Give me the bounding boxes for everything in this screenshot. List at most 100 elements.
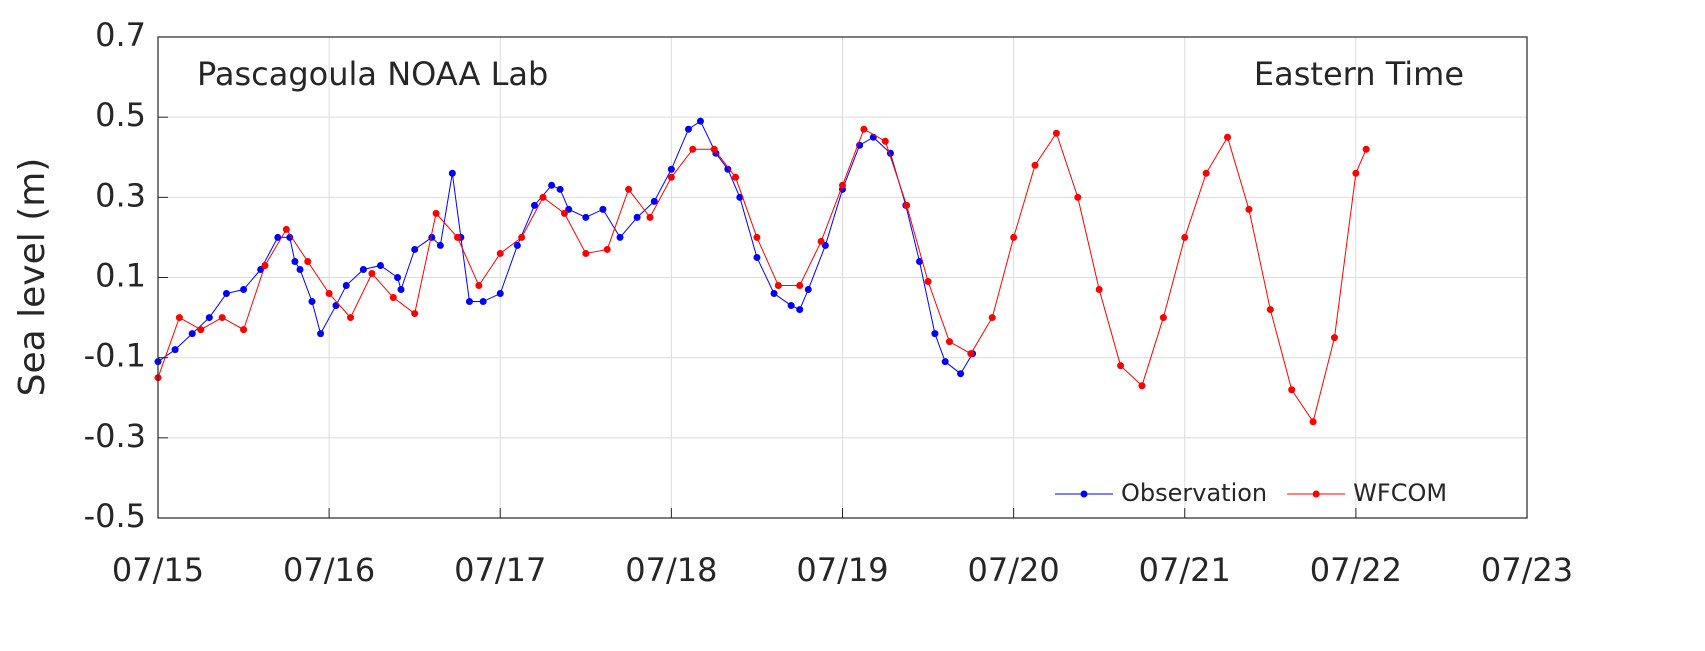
- data-point: [518, 233, 526, 241]
- data-point: [1159, 314, 1167, 322]
- data-point: [171, 346, 179, 354]
- x-tick-label: 07/19: [796, 551, 888, 589]
- data-point: [175, 314, 183, 322]
- data-point: [436, 241, 444, 249]
- data-point: [453, 233, 461, 241]
- data-point: [222, 290, 230, 298]
- y-tick-label: 0.5: [95, 96, 146, 134]
- data-point: [286, 233, 294, 241]
- data-point: [560, 209, 568, 217]
- data-point: [317, 330, 325, 338]
- data-point: [753, 233, 761, 241]
- data-point: [188, 330, 196, 338]
- legend: Observation WFCOM: [1055, 479, 1447, 507]
- data-point: [1052, 129, 1060, 137]
- data-point: [394, 274, 402, 281]
- data-point: [646, 213, 654, 221]
- x-tick-label: 07/17: [454, 551, 546, 589]
- data-point: [616, 233, 624, 241]
- data-point: [988, 314, 996, 322]
- x-tick-label: 07/21: [1139, 551, 1231, 589]
- data-point: [1117, 362, 1125, 370]
- data-point: [548, 181, 556, 189]
- annotation: Eastern Time: [1254, 55, 1464, 93]
- y-axis-label: Sea level (m): [12, 158, 53, 397]
- data-point: [582, 249, 590, 257]
- data-point: [556, 185, 564, 193]
- data-point: [496, 290, 504, 298]
- data-point: [479, 298, 487, 306]
- data-point: [1202, 169, 1210, 177]
- data-point: [1245, 205, 1253, 213]
- data-point: [1224, 133, 1232, 141]
- data-point: [389, 294, 397, 302]
- series-line: [157, 128, 1367, 424]
- data-point: [282, 225, 290, 233]
- data-point: [261, 261, 269, 269]
- data-point: [633, 213, 641, 221]
- data-point: [860, 125, 868, 133]
- data-point: [1138, 382, 1146, 390]
- y-tick-label: 0.7: [95, 16, 146, 54]
- x-tick-label: 07/16: [283, 551, 375, 589]
- data-point: [945, 338, 953, 346]
- y-tick-label: -0.3: [84, 417, 146, 455]
- data-point: [1309, 418, 1317, 426]
- data-point: [332, 302, 340, 310]
- data-point: [582, 213, 590, 221]
- data-point: [1288, 386, 1296, 394]
- data-point: [724, 165, 732, 173]
- data-point: [1362, 145, 1370, 153]
- data-point: [240, 286, 248, 294]
- data-point: [1181, 233, 1189, 241]
- data-point: [770, 290, 778, 298]
- data-point: [710, 145, 718, 153]
- legend-label: WFCOM: [1353, 479, 1447, 507]
- data-point: [817, 237, 825, 245]
- x-tick-label: 07/20: [968, 551, 1060, 589]
- data-point: [941, 358, 949, 366]
- data-point: [205, 314, 213, 322]
- data-point: [603, 245, 611, 253]
- data-point: [787, 302, 795, 310]
- x-tick-label: 07/23: [1481, 551, 1573, 589]
- data-point: [1074, 193, 1082, 201]
- data-point: [496, 249, 504, 257]
- data-point: [347, 314, 355, 322]
- data-point: [804, 286, 812, 294]
- data-point: [796, 306, 804, 314]
- data-point: [296, 265, 304, 273]
- data-point: [513, 241, 521, 249]
- data-point: [432, 209, 440, 217]
- data-point: [1330, 334, 1338, 342]
- data-point: [240, 326, 248, 334]
- data-point: [308, 298, 316, 306]
- data-point: [774, 282, 782, 290]
- data-point: [924, 278, 932, 286]
- data-point: [291, 257, 299, 265]
- data-point: [342, 282, 350, 290]
- data-point: [197, 326, 205, 334]
- y-tick-label: 0.1: [95, 257, 146, 295]
- data-point: [1010, 233, 1018, 241]
- data-point: [1095, 286, 1103, 294]
- data-point: [696, 117, 704, 125]
- data-point: [684, 125, 692, 133]
- data-point: [397, 286, 405, 294]
- legend-marker: [1080, 490, 1088, 498]
- data-point: [753, 253, 761, 261]
- data-point: [475, 282, 483, 290]
- data-point: [856, 141, 864, 149]
- data-point: [931, 330, 939, 338]
- annotation: Pascagoula NOAA Lab: [197, 55, 548, 93]
- data-point: [796, 282, 804, 290]
- data-point: [625, 185, 633, 193]
- y-tick-label: -0.1: [84, 337, 146, 375]
- data-point: [881, 137, 889, 145]
- data-point: [539, 193, 547, 201]
- data-point: [957, 370, 965, 378]
- data-point: [359, 265, 367, 273]
- data-point: [599, 205, 607, 213]
- data-point: [376, 261, 384, 269]
